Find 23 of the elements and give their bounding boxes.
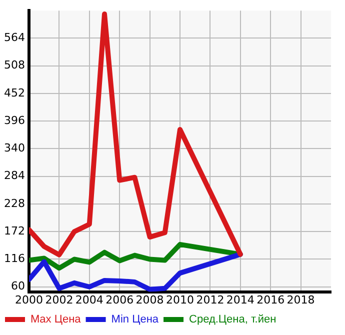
x-tick-label: 2010: [166, 293, 194, 306]
legend-label: Max Цена: [30, 314, 82, 326]
x-tick-label: 2008: [136, 293, 164, 306]
x-tick-label: 2012: [196, 293, 224, 306]
y-tick-label: 60: [10, 280, 25, 293]
x-tick-label: 2018: [286, 293, 315, 306]
y-tick-label: 340: [4, 142, 25, 155]
y-tick-label: 172: [4, 224, 25, 238]
y-tick-label: 452: [4, 86, 25, 100]
x-tick-label: 2004: [75, 293, 104, 306]
y-tick-label: 228: [4, 196, 25, 210]
y-tick-label: 508: [4, 58, 25, 72]
y-tick-label: 396: [4, 114, 25, 127]
y-tick-label: 284: [4, 169, 25, 182]
legend-label: Min Цена: [111, 314, 160, 326]
x-tick-label: 2000: [14, 293, 43, 306]
x-tick-label: 2002: [45, 293, 74, 306]
legend-label: Сред.Цена, т.йен: [189, 314, 276, 326]
y-tick-label: 116: [4, 252, 25, 266]
y-tick-label: 564: [4, 31, 25, 44]
x-tick-label: 2014: [226, 293, 254, 306]
x-tick-label: 2016: [256, 293, 285, 306]
x-tick-label: 2006: [106, 293, 134, 306]
